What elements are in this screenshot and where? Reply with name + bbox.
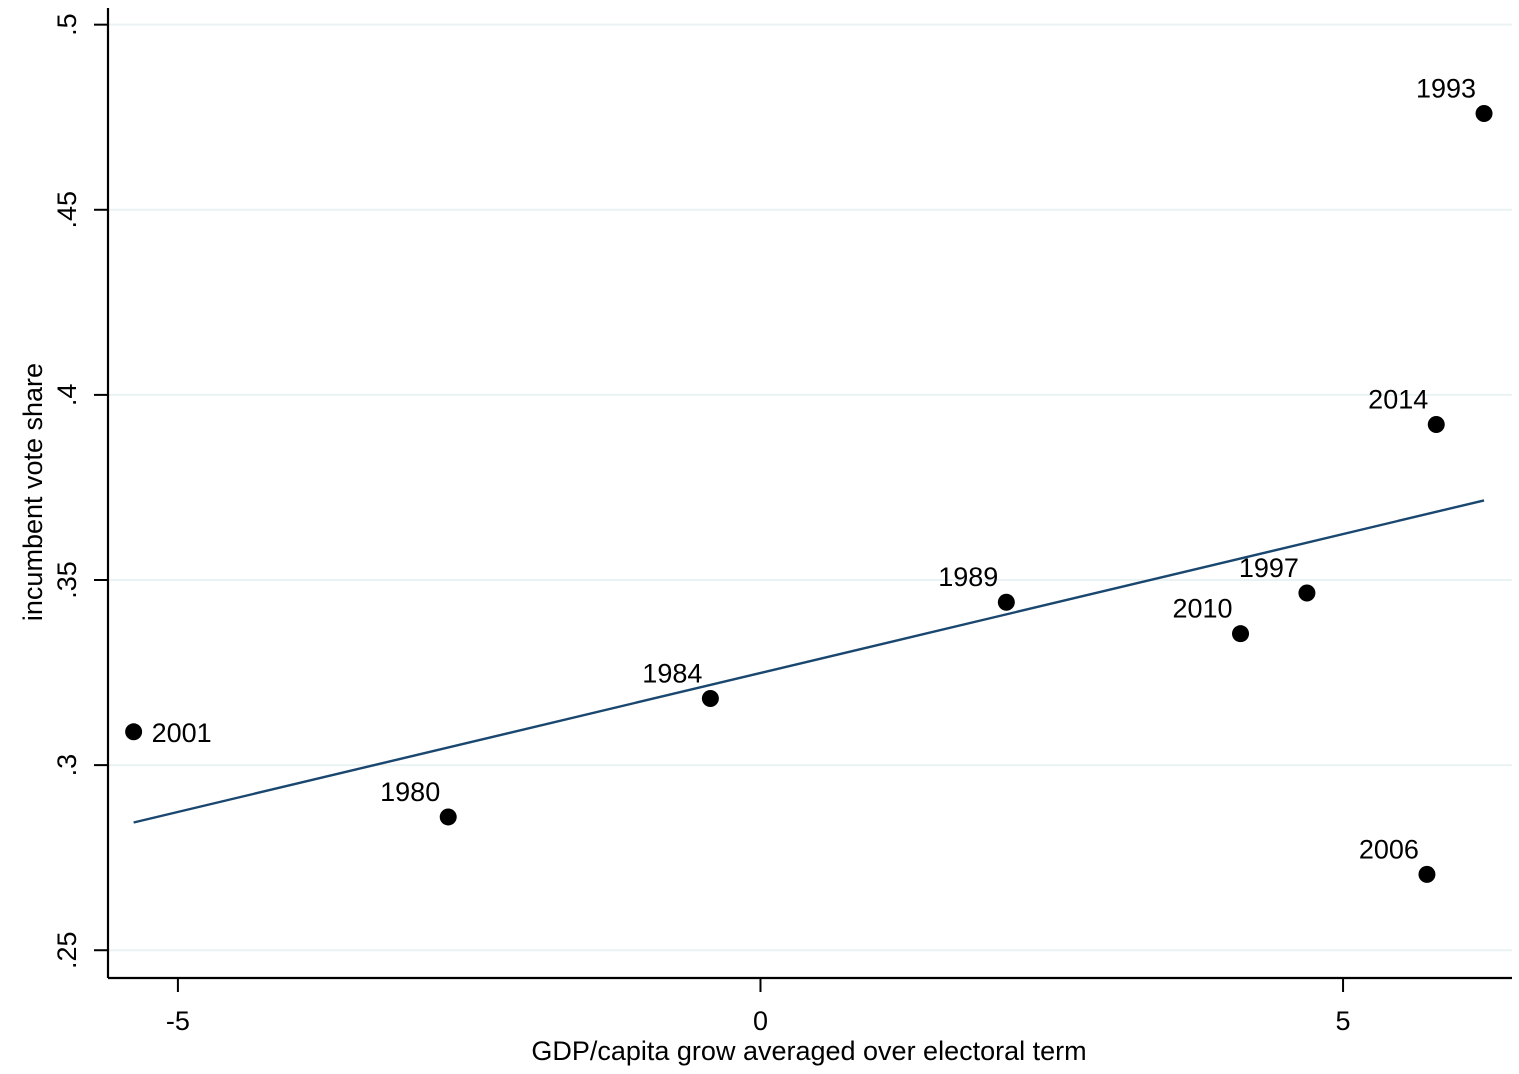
data-points (125, 105, 1493, 883)
point-label-1989: 1989 (938, 562, 998, 592)
y-tick-label-5: .5 (52, 13, 82, 36)
y-tick-label-1: .3 (52, 754, 82, 777)
y-tick-label-3: .4 (52, 384, 82, 407)
point-label-1993: 1993 (1416, 74, 1476, 104)
point-label-2014: 2014 (1368, 385, 1428, 415)
data-point-1997 (1298, 584, 1316, 602)
x-tick-label-0: -5 (166, 1006, 190, 1036)
y-tick-label-4: .45 (52, 191, 82, 229)
data-point-1989 (997, 593, 1015, 611)
data-point-1980 (439, 808, 457, 826)
y-tick-label-2: .35 (52, 561, 82, 599)
fitted-line (133, 499, 1485, 824)
data-point-1984 (701, 689, 719, 707)
axes: .25 .3 .35 .4 .45 .5 -5 0 5 (52, 8, 1512, 1036)
point-label-1980: 1980 (380, 777, 440, 807)
y-axis-title: incumbent vote share (18, 363, 48, 621)
x-axis-title: GDP/capita grow averaged over electoral … (531, 1036, 1086, 1066)
point-label-2001: 2001 (152, 718, 212, 748)
point-label-1984: 1984 (642, 658, 702, 688)
data-point-1993 (1475, 105, 1493, 123)
point-label-1997: 1997 (1239, 553, 1299, 583)
grid-lines (109, 23, 1512, 952)
point-label-2006: 2006 (1359, 834, 1419, 864)
data-point-2010 (1232, 625, 1250, 643)
data-point-2014 (1427, 416, 1445, 434)
x-tick-label-1: 0 (753, 1006, 768, 1036)
data-point-2006 (1418, 865, 1436, 883)
y-tick-label-0: .25 (52, 931, 82, 969)
fit-line-layer (133, 499, 1485, 824)
x-tick-label-2: 5 (1336, 1006, 1351, 1036)
data-point-2001 (125, 723, 143, 741)
point-label-2010: 2010 (1172, 594, 1232, 624)
